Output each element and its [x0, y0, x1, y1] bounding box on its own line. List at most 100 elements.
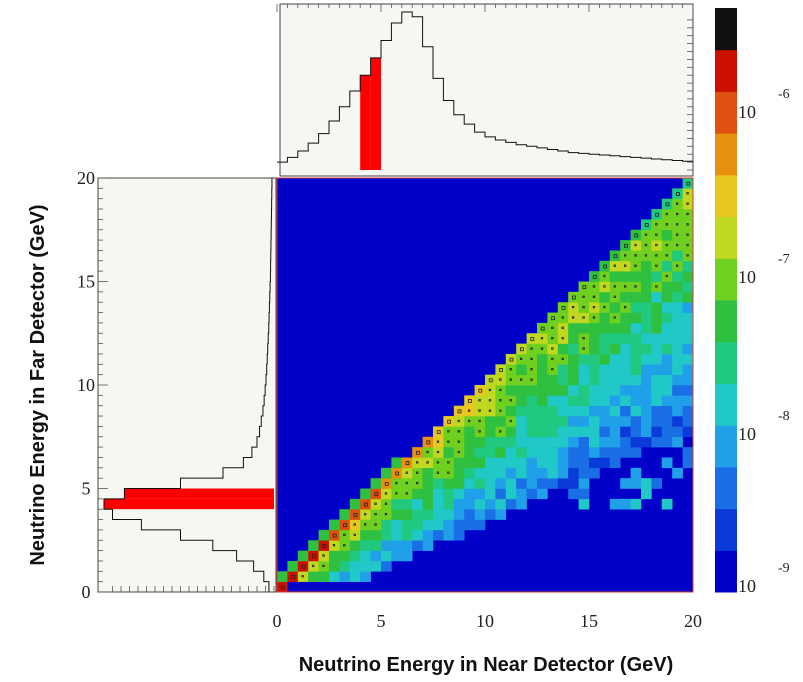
heatmap-cell	[557, 302, 569, 313]
heatmap-marker	[613, 295, 616, 298]
heatmap-marker	[665, 274, 668, 278]
heatmap-cell	[568, 343, 579, 355]
colorbar-tick-exponent: -6	[778, 87, 790, 102]
heatmap-cell	[661, 260, 673, 272]
heatmap-cell	[308, 571, 319, 582]
heatmap-cell	[526, 488, 538, 500]
heatmap-cell	[641, 302, 652, 313]
left-spectrum-highlight-bar	[104, 498, 274, 510]
heatmap-cell	[578, 498, 590, 510]
heatmap-cell	[609, 405, 621, 417]
heatmap-cell	[672, 436, 683, 448]
heatmap-cell	[661, 364, 673, 375]
heatmap-cell	[620, 364, 631, 375]
heatmap-cell	[412, 509, 423, 520]
heatmap-cell	[672, 385, 683, 396]
colorbar-tick-base: 10	[738, 576, 756, 596]
heatmap-marker	[603, 285, 606, 288]
heatmap-cell	[578, 281, 590, 293]
heatmap-cell	[599, 436, 611, 448]
heatmap-cell	[651, 374, 663, 386]
heatmap-marker	[572, 295, 576, 300]
heatmap-cell	[609, 436, 621, 448]
heatmap-marker	[655, 254, 658, 257]
heatmap-cell	[682, 457, 694, 469]
heatmap-cell	[620, 322, 631, 334]
heatmap-cell	[651, 271, 663, 282]
heatmap-cell	[682, 178, 694, 189]
heatmap-cell	[495, 478, 507, 489]
heatmap-cell	[557, 426, 569, 438]
heatmap-cell	[609, 374, 621, 386]
heatmap-cell	[474, 436, 486, 448]
heatmap-cell	[589, 333, 600, 344]
heatmap-cell	[516, 364, 527, 375]
heatmap-cell	[433, 478, 444, 489]
heatmap-marker	[530, 337, 535, 341]
heatmap-marker	[613, 285, 616, 288]
heatmap-cell	[505, 467, 517, 479]
colorbar-swatch	[715, 258, 737, 301]
heatmap-cell	[485, 457, 496, 469]
heatmap-marker	[540, 347, 544, 350]
top-spectrum-line	[277, 11, 693, 163]
left-spectrum-ticks	[98, 177, 275, 593]
heatmap-marker	[353, 523, 356, 526]
heatmap-cell	[589, 364, 600, 375]
heatmap-cell	[630, 229, 642, 241]
heatmap-marker	[686, 181, 691, 186]
heatmap-cell	[620, 374, 631, 386]
heatmap-cell	[308, 540, 319, 551]
heatmap-cell	[630, 447, 642, 458]
heatmap-cell	[391, 509, 403, 520]
heatmap-cell	[641, 374, 652, 386]
heatmap-cell	[682, 281, 694, 293]
heatmap-cell	[443, 447, 455, 458]
heatmap-cell	[433, 426, 444, 438]
heatmap-cell	[589, 467, 600, 479]
heatmap-cell	[464, 395, 475, 406]
heatmap-cell	[485, 467, 496, 479]
heatmap-cell	[453, 498, 465, 510]
heatmap-cell	[630, 498, 642, 510]
heatmap-marker	[530, 357, 533, 361]
heatmap-cell	[485, 498, 496, 510]
heatmap-marker	[467, 399, 472, 403]
heatmap-marker	[405, 461, 410, 466]
heatmap-marker	[644, 233, 648, 236]
heatmap-cell	[568, 467, 579, 479]
heatmap-cell	[630, 416, 642, 427]
heatmap-marker	[374, 523, 377, 526]
heatmap-cell	[505, 498, 517, 510]
heatmap-cell	[547, 374, 559, 386]
heatmap-marker	[624, 264, 627, 267]
heatmap-marker	[374, 512, 377, 516]
heatmap-cell	[651, 343, 663, 355]
heatmap-cell	[672, 250, 683, 262]
heatmap-cell	[360, 571, 371, 582]
heatmap-marker	[395, 481, 398, 485]
colorbar-swatch	[715, 49, 737, 92]
heatmap-marker	[332, 533, 337, 538]
heatmap-cell	[453, 529, 465, 541]
heatmap-marker	[457, 440, 460, 443]
heatmap-cell	[578, 447, 590, 458]
heatmap-cell	[433, 519, 444, 531]
heatmap-cell	[672, 416, 683, 427]
heatmap-cell	[547, 467, 559, 479]
heatmap-cell	[464, 447, 475, 458]
heatmap-marker	[665, 254, 668, 257]
heatmap-cell	[557, 405, 569, 417]
heatmap-marker	[488, 378, 493, 383]
heatmap-marker	[530, 378, 533, 381]
heatmap-cell	[651, 333, 663, 344]
heatmap-cell	[329, 529, 340, 541]
top-spectrum-frame	[279, 3, 694, 177]
heatmap-cell	[620, 447, 631, 458]
heatmap-cell	[401, 550, 413, 562]
heatmap-cell	[516, 488, 527, 500]
heatmap-marker	[686, 202, 689, 205]
heatmap-cell	[682, 302, 694, 313]
heatmap-marker	[613, 316, 616, 319]
